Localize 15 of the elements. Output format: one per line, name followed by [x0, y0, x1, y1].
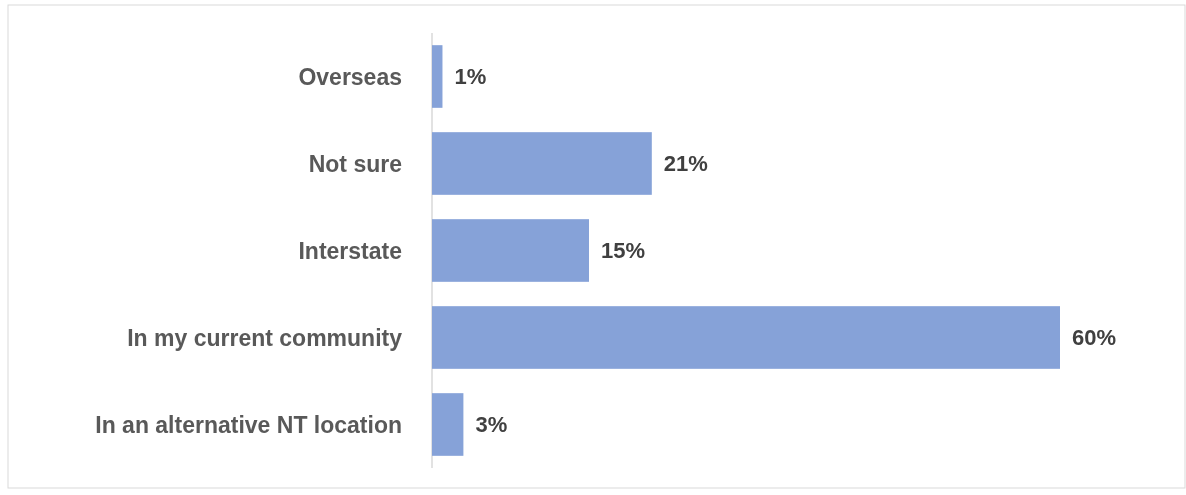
y-tick-label: Not sure	[308, 150, 402, 177]
bar	[432, 219, 589, 282]
bar	[432, 306, 1060, 369]
y-tick-label: Overseas	[298, 63, 402, 90]
data-label: 60%	[1072, 325, 1117, 350]
bar	[432, 132, 652, 195]
data-label: 3%	[475, 412, 508, 437]
data-label: 1%	[454, 64, 487, 89]
y-tick-label: Interstate	[298, 237, 402, 264]
bar	[432, 45, 443, 108]
y-tick-label: In an alternative NT location	[95, 411, 402, 438]
data-label: 15%	[601, 238, 646, 263]
data-label: 21%	[663, 151, 708, 176]
bar	[432, 393, 464, 456]
y-tick-label: In my current community	[127, 324, 403, 351]
